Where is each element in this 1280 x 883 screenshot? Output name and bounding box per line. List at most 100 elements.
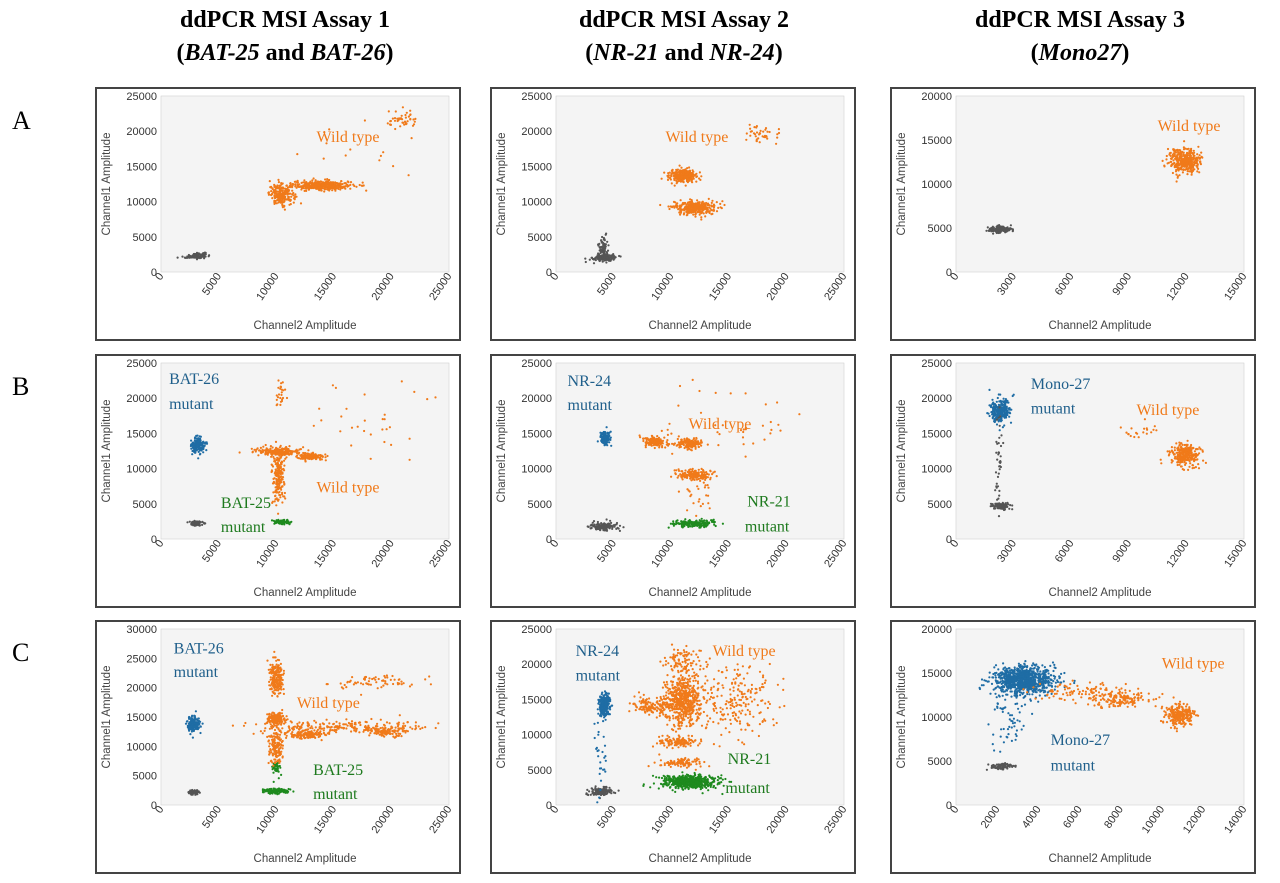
droplet-point	[195, 437, 198, 440]
droplet-point	[299, 202, 303, 205]
droplet-point	[1190, 457, 1193, 460]
droplet-point	[682, 442, 685, 445]
droplet-point	[701, 201, 704, 204]
droplet-point	[741, 436, 745, 439]
droplet-point	[1186, 168, 1189, 171]
x-tick-label: 15000	[707, 271, 734, 303]
droplet-point	[277, 488, 280, 491]
droplet-point	[283, 491, 286, 495]
droplet-point	[591, 521, 594, 524]
droplet-point	[755, 125, 758, 128]
droplet-point	[674, 473, 677, 476]
droplet-point	[721, 424, 724, 427]
droplet-point	[301, 457, 304, 460]
droplet-point	[684, 170, 687, 173]
droplet-point	[748, 123, 751, 126]
droplet-cluster	[597, 232, 610, 261]
droplet-point	[1166, 450, 1169, 453]
droplet-point	[197, 437, 200, 440]
droplet-point	[273, 477, 276, 480]
droplet-point	[678, 164, 681, 167]
droplet-point	[274, 440, 278, 443]
droplet-point	[192, 522, 195, 525]
droplet-point	[776, 136, 779, 139]
droplet-point	[592, 520, 596, 523]
droplet-point	[197, 457, 200, 460]
droplet-point	[769, 420, 772, 424]
droplet-point	[314, 458, 318, 461]
droplet-point	[700, 467, 703, 470]
droplet-point	[1008, 411, 1011, 414]
droplet-point	[280, 192, 283, 195]
column-title-line1: ddPCR MSI Assay 3	[974, 7, 1186, 33]
droplet-point	[1173, 457, 1176, 460]
droplet-point	[999, 465, 1002, 469]
droplet-point	[1142, 431, 1145, 434]
droplet-point	[699, 477, 702, 480]
droplet-point	[680, 166, 683, 169]
droplet-point	[1000, 434, 1003, 437]
droplet-point	[999, 460, 1002, 463]
y-tick-label: 20000	[126, 126, 157, 138]
y-tick-label: 0	[946, 534, 952, 546]
x-tick-label: 9000	[1110, 538, 1134, 565]
droplet-point	[272, 491, 275, 494]
droplet-point	[1190, 171, 1193, 174]
row-label-b: B	[12, 372, 30, 401]
droplet-point	[270, 519, 274, 522]
droplet-point	[680, 175, 684, 178]
droplet-point	[683, 175, 686, 178]
droplet-point	[312, 424, 315, 427]
droplet-point	[320, 189, 323, 192]
droplet-point	[1186, 170, 1189, 173]
droplet-point	[286, 193, 289, 196]
x-tick-label: 3000	[995, 271, 1019, 298]
droplet-point	[275, 478, 278, 482]
droplet-point	[693, 474, 696, 477]
droplet-point	[1001, 501, 1004, 504]
droplet-point	[693, 469, 697, 472]
droplet-point	[669, 205, 672, 208]
y-axis-label: Channel1 Amplitude	[101, 133, 113, 236]
droplet-point	[311, 179, 314, 182]
droplet-point	[328, 189, 331, 192]
droplet-point	[1009, 227, 1012, 230]
droplet-point	[711, 212, 714, 215]
droplet-point	[690, 479, 693, 482]
droplet-point	[759, 129, 762, 132]
droplet-point	[639, 436, 642, 439]
column-title-line1: ddPCR MSI Assay 2	[578, 7, 790, 33]
droplet-point	[605, 525, 608, 528]
droplet-point	[1170, 163, 1173, 166]
droplet-point	[989, 505, 992, 508]
y-tick-label: 20000	[126, 393, 157, 405]
droplet-point	[259, 446, 262, 449]
droplet-point	[287, 520, 290, 523]
droplet-point	[294, 180, 297, 183]
x-tick-label: 0	[153, 538, 166, 550]
droplet-point	[1000, 419, 1003, 422]
droplet-point	[675, 168, 678, 171]
droplet-point	[277, 178, 280, 181]
droplet-point	[278, 187, 281, 190]
droplet-point	[325, 185, 328, 188]
droplet-point	[997, 451, 1000, 454]
droplet-point	[365, 189, 368, 192]
droplet-point	[186, 521, 189, 524]
droplet-point	[706, 204, 709, 207]
droplet-point	[281, 448, 284, 451]
droplet-point	[280, 183, 283, 186]
droplet-point	[275, 394, 278, 397]
droplet-point	[194, 449, 197, 452]
droplet-point	[696, 523, 699, 526]
droplet-point	[1180, 442, 1183, 445]
droplet-point	[1172, 453, 1175, 456]
droplet-point	[1188, 166, 1191, 169]
droplet-point	[1204, 461, 1207, 464]
droplet-point	[360, 184, 363, 187]
droplet-point	[691, 207, 694, 210]
droplet-point	[320, 458, 323, 461]
droplet-point	[714, 524, 717, 528]
droplet-point	[308, 457, 311, 460]
droplet-point	[776, 133, 779, 136]
